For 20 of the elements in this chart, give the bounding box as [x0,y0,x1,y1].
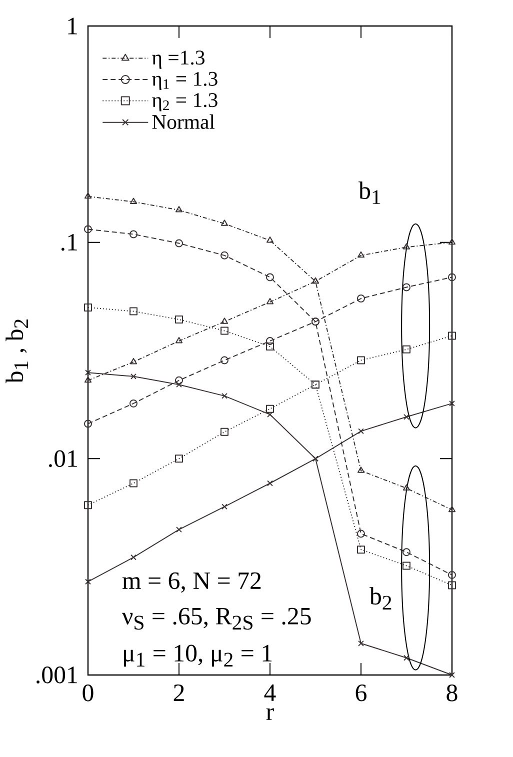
legend-label: η$_{1}$ = 1.3 [152,72,218,90]
x-tick-label: 4 [264,684,276,701]
annotation: m = 6, N = 72 [122,572,261,593]
annotation: ν$_{S}$ = .65, R$_{2S}$ = .25 [122,608,311,630]
x-axis-title: r [266,708,274,720]
y-axis-title: b$_{1}$ , b$_{2}$ [6,320,28,384]
x-tick-label: 0 [82,684,94,702]
x-tick-label: 8 [446,684,458,702]
y-tick-label: .001 [36,666,77,684]
y-tick-label: .1 [61,234,77,251]
legend-label: η$_{2}$ = 1.3 [152,93,218,112]
annotation: b$_{2}$ [369,587,392,610]
y-tick-label: 1 [68,18,77,34]
legend-label: η =1.3 [152,50,204,69]
annotation: b$_{1}$ [358,182,380,204]
annotation: μ$_{1}$ = 10, μ$_{2}$ = 1 [124,644,272,667]
x-tick-label: 6 [356,684,366,702]
y-tick-label: .01 [49,450,77,468]
x-tick-label: 2 [174,684,184,702]
legend-label: Normal [152,114,215,129]
